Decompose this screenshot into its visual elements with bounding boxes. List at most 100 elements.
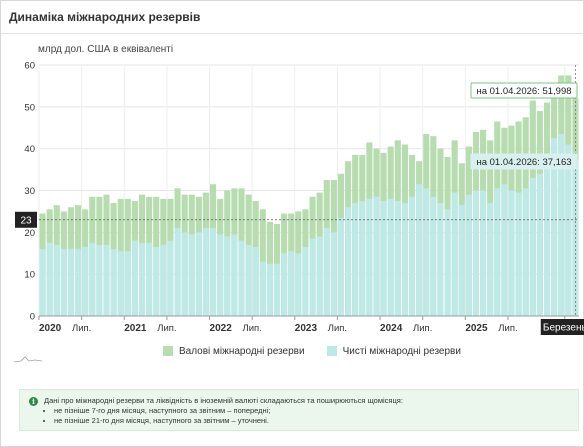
y-axis-unit-label: млрд дол. США в еквіваленті [38,44,174,55]
bar-net[interactable] [352,203,359,316]
y-tick-label-40: 40 [24,144,35,155]
bar-net[interactable] [529,177,536,316]
bar-net[interactable] [394,200,401,316]
range-navigator-icon[interactable] [13,355,43,363]
bar-net[interactable] [217,234,224,316]
y-tick-label-20: 20 [24,228,35,239]
bar-net[interactable] [487,203,494,316]
bar-net[interactable] [167,240,174,316]
legend-item-gross[interactable]: Валові міжнародні резерви [163,346,305,357]
chart-legend: Валові міжнародні резерви Чисті міжнарод… [163,344,483,358]
bar-net[interactable] [408,196,416,316]
legend-swatch-gross [163,346,173,356]
x-tick-label: 2023 [295,323,318,334]
bar-net[interactable] [67,249,75,316]
bar-net[interactable] [437,203,444,316]
bar-net[interactable] [103,244,110,316]
bar-net[interactable] [401,203,408,316]
x-tick-label: Лип. [242,323,261,334]
bar-net[interactable] [281,253,288,316]
tooltip-net-text: на 01.04.2026: 37,163 [476,157,571,168]
bar-net[interactable] [82,246,89,316]
bar-net[interactable] [472,190,480,317]
info-icon: i [29,397,38,406]
bar-net[interactable] [387,198,394,316]
x-tick-label: Лип. [498,323,517,334]
bar-net[interactable] [380,200,387,316]
bar-net[interactable] [330,232,337,316]
bar-net[interactable] [416,184,423,316]
bar-net[interactable] [288,251,295,316]
bar-net[interactable] [302,246,309,316]
bar-net[interactable] [494,188,501,316]
bar-net[interactable] [543,167,551,316]
x-tick-label: Лип. [413,323,432,334]
bar-net[interactable] [231,234,238,316]
bar-net[interactable] [337,217,345,316]
bar-net[interactable] [195,232,202,316]
bar-net[interactable] [131,240,138,316]
bar-net[interactable] [501,184,508,316]
bar-net[interactable] [53,244,60,316]
bar-net[interactable] [316,236,323,316]
bar-net[interactable] [75,249,82,316]
bar-net[interactable] [46,242,53,316]
bar-net[interactable] [181,232,188,316]
bar-net[interactable] [160,244,167,316]
bar-net[interactable] [188,234,195,316]
bar-net[interactable] [451,192,458,316]
bar-net[interactable] [465,194,472,316]
bar-net[interactable] [444,209,451,316]
x-tick-label: Лип. [157,323,176,334]
bar-net[interactable] [210,228,217,316]
bar-net[interactable] [117,251,124,316]
bar-net[interactable] [309,238,316,316]
bar-net[interactable] [273,263,281,316]
bar-net[interactable] [359,200,366,316]
reserves-chart[interactable]: 0 10 20 30 40 50 60 2020 Лип. 2021 Лип. 2022 Лип. 202… [1,1,584,341]
bar-net[interactable] [508,190,515,317]
bar-net[interactable] [536,173,543,316]
x-tick-label-highlighted: Березень [543,323,584,334]
bar-net[interactable] [224,236,231,316]
bar-net[interactable] [238,240,245,316]
bar-net[interactable] [430,196,437,316]
bar-net[interactable] [515,192,522,316]
bar-net[interactable] [366,198,373,316]
bar-net[interactable] [146,242,153,316]
bar-net[interactable] [39,249,46,316]
tooltip-gross-text: на 01.04.2026: 51,998 [476,86,571,97]
bar-net[interactable] [124,251,131,316]
bar-net[interactable] [60,249,67,316]
bar-net[interactable] [522,188,529,316]
bar-net[interactable] [259,261,266,316]
bar-net[interactable] [266,263,273,316]
bar-net[interactable] [458,205,465,316]
legend-item-net[interactable]: Чисті міжнародні резерви [326,346,461,357]
bar-net[interactable] [345,207,352,316]
bar-net[interactable] [373,196,380,316]
page-title: Динаміка міжнародних резервів [9,10,201,24]
x-tick-label: 2025 [465,323,488,334]
bar-net[interactable] [480,190,487,317]
bar-net[interactable] [245,244,252,316]
bar-net[interactable] [295,253,302,316]
bar-net[interactable] [153,246,160,316]
bar-net[interactable] [89,242,96,316]
bar-net[interactable] [551,138,558,316]
bar-net[interactable] [138,242,146,316]
x-tick-label: Лип. [328,323,347,334]
bar-net[interactable] [252,246,259,316]
tooltip-gross-box [470,82,578,99]
bar-net[interactable] [202,228,210,316]
y-tick-label-60: 60 [24,61,35,72]
bar-net[interactable] [565,144,572,316]
bar-net[interactable] [323,228,330,316]
bar-net[interactable] [96,244,103,316]
bar-net[interactable] [110,249,117,316]
note-bullet-final: не пізніше 21-го дня місяця, наступного … [54,416,403,426]
bar-net[interactable] [423,188,430,316]
bar-net[interactable] [558,134,565,316]
note-intro: Дані про міжнародні резерви та ліквідніс… [44,396,403,405]
bar-net[interactable] [174,228,181,316]
